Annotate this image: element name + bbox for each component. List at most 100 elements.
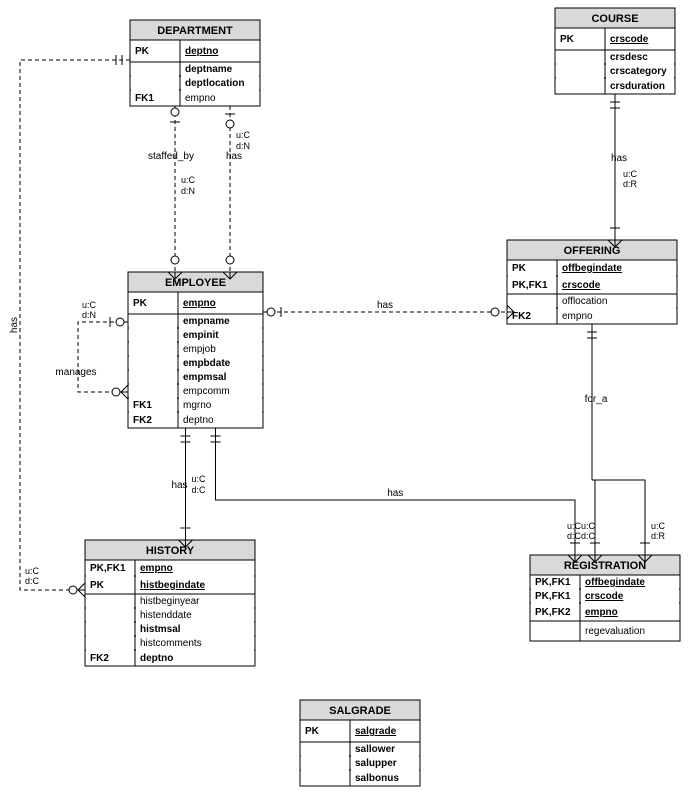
department-title: DEPARTMENT bbox=[157, 25, 233, 37]
department-row0-attr: deptno bbox=[185, 46, 218, 57]
registration-row3-attr: regevaluation bbox=[585, 626, 645, 637]
employee-row0-attr: empno bbox=[183, 298, 216, 309]
salgrade-row0-attr: salgrade bbox=[355, 726, 397, 737]
card-er-c: u:C bbox=[581, 521, 596, 531]
employee-row7-key: FK1 bbox=[133, 400, 152, 411]
department-row2-key-cell bbox=[130, 76, 180, 90]
employee-row7-attr: mgrno bbox=[183, 400, 212, 411]
employee-row2-key-cell bbox=[128, 328, 178, 342]
registration-row1-attr: crscode bbox=[585, 591, 624, 602]
card-hist-c: u:C bbox=[192, 474, 207, 484]
salgrade-row3-attr: salbonus bbox=[355, 773, 399, 784]
card-fa-ld: d:C bbox=[567, 531, 582, 541]
offering-row0-attr: offbegindate bbox=[562, 263, 622, 274]
registration-title: REGISTRATION bbox=[564, 560, 646, 572]
course-row2-attr: crscategory bbox=[610, 66, 667, 77]
card-fa-rc: u:C bbox=[651, 521, 666, 531]
course-row1-attr: crsdesc bbox=[610, 52, 648, 63]
card-hist-d: d:C bbox=[192, 485, 207, 495]
label-emp-off: has bbox=[377, 300, 393, 311]
history-row0-attr: empno bbox=[140, 563, 173, 574]
employee-row6-key-cell bbox=[128, 384, 178, 398]
course-row2-key-cell bbox=[555, 64, 605, 78]
registration-row0-key: PK,FK1 bbox=[535, 577, 571, 588]
card-fa-rd: d:R bbox=[651, 531, 666, 541]
salgrade-row2-attr: salupper bbox=[355, 758, 397, 769]
history-row2-attr: histbeginyear bbox=[140, 596, 200, 607]
history-row1-key: PK bbox=[90, 580, 105, 591]
label-manages: manages bbox=[55, 367, 96, 378]
course-row0-attr: crscode bbox=[610, 34, 649, 45]
course-row3-key-cell bbox=[555, 78, 605, 94]
employee-row1-attr: empname bbox=[183, 316, 230, 327]
salgrade-row3-key-cell bbox=[300, 770, 350, 786]
employee-row4-key-cell bbox=[128, 356, 178, 370]
history-row5-key-cell bbox=[85, 636, 135, 650]
employee-row3-key-cell bbox=[128, 342, 178, 356]
salgrade-row1-key-cell bbox=[300, 742, 350, 756]
label-dept-hist: has bbox=[9, 317, 20, 333]
card-co-d: d:R bbox=[623, 179, 638, 189]
label-emp-hist: has bbox=[171, 480, 187, 491]
history-row6-key: FK2 bbox=[90, 653, 109, 664]
registration-row0-attr: offbegindate bbox=[585, 577, 645, 588]
card-manages-c: u:C bbox=[82, 300, 97, 310]
history-row0-key: PK,FK1 bbox=[90, 563, 126, 574]
employee-row5-attr: empmsal bbox=[183, 372, 227, 383]
employee-row5-key-cell bbox=[128, 370, 178, 384]
card-dh-c: u:C bbox=[25, 566, 40, 576]
employee-row0-key: PK bbox=[133, 298, 148, 309]
salgrade-row2-key-cell bbox=[300, 756, 350, 770]
history-row2-key-cell bbox=[85, 594, 135, 608]
history-row4-key-cell bbox=[85, 622, 135, 636]
card-dh-d: d:C bbox=[25, 576, 40, 586]
salgrade-row1-attr: sallower bbox=[355, 744, 395, 755]
registration-row3-key-cell bbox=[530, 621, 580, 641]
offering-row0-key: PK bbox=[512, 263, 527, 274]
history-row5-attr: histcomments bbox=[140, 638, 202, 649]
course-row1-key-cell bbox=[555, 50, 605, 64]
offering-row1-attr: crscode bbox=[562, 280, 601, 291]
employee-row4-attr: empbdate bbox=[183, 358, 231, 369]
employee-row2-attr: empinit bbox=[183, 330, 219, 341]
course-title: COURSE bbox=[591, 13, 638, 25]
employee-row1-key-cell bbox=[128, 314, 178, 328]
employee-row6-attr: empcomm bbox=[183, 386, 230, 397]
label-emp-reg: has bbox=[387, 488, 403, 499]
offering-row3-attr: empno bbox=[562, 311, 593, 322]
history-row3-attr: histenddate bbox=[140, 610, 192, 621]
history-row4-attr: histmsal bbox=[140, 624, 181, 635]
department-row3-attr: empno bbox=[185, 93, 216, 104]
salgrade-row0-key: PK bbox=[305, 726, 320, 737]
er-diagram: DEPARTMENT PK deptno deptname deptlocation FK… bbox=[0, 0, 690, 803]
card-staffed-c: u:C bbox=[181, 175, 196, 185]
label-for-a: for_a bbox=[585, 394, 608, 405]
card-er-d: d:C bbox=[581, 531, 596, 541]
history-row1-attr: histbegindate bbox=[140, 580, 205, 591]
employee-row8-key: FK2 bbox=[133, 415, 152, 426]
history-row6-attr: deptno bbox=[140, 653, 173, 664]
offering-row2-attr: offlocation bbox=[562, 296, 607, 307]
card-depthas-c: u:C bbox=[236, 130, 251, 140]
card-fa-lc: u:C bbox=[567, 521, 582, 531]
department-row1-key-cell bbox=[130, 62, 180, 76]
registration-row1-key: PK,FK1 bbox=[535, 591, 571, 602]
department-row1-attr: deptname bbox=[185, 64, 233, 75]
offering-row1-key: PK,FK1 bbox=[512, 280, 548, 291]
history-title: HISTORY bbox=[146, 545, 195, 557]
course-row3-attr: crsduration bbox=[610, 81, 665, 92]
edge-dept-hist bbox=[20, 60, 130, 590]
offering-row3-key: FK2 bbox=[512, 311, 531, 322]
department-row3-key: FK1 bbox=[135, 93, 154, 104]
offering-row2-key-cell bbox=[507, 294, 557, 308]
employee-row3-attr: empjob bbox=[183, 344, 216, 355]
label-staffed-by: staffed_by bbox=[148, 151, 194, 162]
edge-manages bbox=[78, 322, 128, 392]
department-row2-attr: deptlocation bbox=[185, 78, 244, 89]
card-staffed-d: d:N bbox=[181, 186, 195, 196]
course-row0-key: PK bbox=[560, 34, 575, 45]
registration-row2-attr: empno bbox=[585, 607, 618, 618]
card-co-c: u:C bbox=[623, 169, 638, 179]
label-dept-has: has bbox=[226, 151, 242, 162]
employee-row8-attr: deptno bbox=[183, 415, 214, 426]
